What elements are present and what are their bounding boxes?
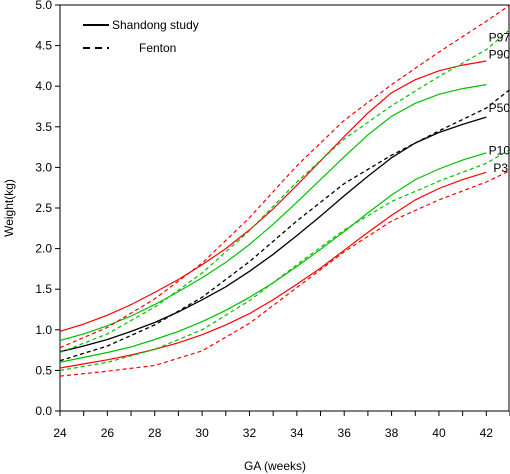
x-tick-label: 24: [53, 426, 67, 440]
legend-label-shandong: Shandong study: [112, 18, 199, 32]
percentile-label-p90: P90: [489, 48, 510, 62]
percentile-label-p3: P3: [493, 161, 508, 175]
x-tick-label: 28: [148, 426, 162, 440]
y-tick-label: 5.0: [35, 0, 52, 12]
percentile-label-p97: P97: [489, 30, 510, 44]
y-tick-label: 4.5: [35, 39, 52, 53]
x-tick-label: 34: [290, 426, 304, 440]
y-tick-label: 1.5: [35, 282, 52, 296]
series-line-shandong-p3: [60, 171, 487, 369]
x-tick-label: 30: [195, 426, 209, 440]
x-tick-label: 26: [101, 426, 115, 440]
series-line-shandong-p50: [60, 116, 487, 353]
percentile-label-p50: P50: [489, 101, 510, 115]
axes: [59, 4, 510, 412]
x-tick-label: 38: [385, 426, 399, 440]
series-line-fenton-p90: [60, 28, 510, 354]
series-line-fenton-p10: [60, 148, 510, 371]
y-axis-ticks: 0.0 0.5 1.0 1.5 2.0 2.5 3.0 3.5 4.0 4.5 5.0: [35, 0, 60, 418]
y-tick-label: 3.0: [35, 160, 52, 174]
y-tick-label: 2.5: [35, 201, 52, 215]
y-tick-label: 3.5: [35, 120, 52, 134]
y-axis-title: Weight(kg): [2, 179, 16, 237]
percentile-labels: P97 P90 P50 P10 P3: [489, 30, 510, 175]
legend: Shandong study Fenton: [83, 18, 199, 55]
x-tick-label: 36: [338, 426, 352, 440]
series-line-shandong-p90: [60, 84, 487, 341]
series-line-fenton-p3: [60, 170, 510, 377]
x-axis-ticks: 24 26 28 30 32 34 36 38 40 42: [53, 411, 510, 440]
series-line-shandong-p10: [60, 152, 487, 363]
series-lines: [60, 5, 510, 377]
series-line-fenton-p97: [60, 5, 510, 349]
y-tick-label: 4.0: [35, 79, 52, 93]
series-line-shandong-p97: [60, 60, 487, 332]
x-axis-title: GA (weeks): [244, 459, 306, 473]
percentile-label-p10: P10: [489, 143, 510, 157]
series-line-fenton-p50: [60, 88, 510, 362]
x-tick-label: 40: [432, 426, 446, 440]
x-tick-label: 42: [480, 426, 494, 440]
y-tick-label: 0.5: [35, 363, 52, 377]
y-tick-label: 0.0: [35, 404, 52, 418]
y-tick-label: 1.0: [35, 323, 52, 337]
x-tick-label: 32: [243, 426, 257, 440]
y-tick-label: 2.0: [35, 242, 52, 256]
plot-frame: [59, 4, 510, 412]
legend-label-fenton: Fenton: [139, 41, 176, 55]
